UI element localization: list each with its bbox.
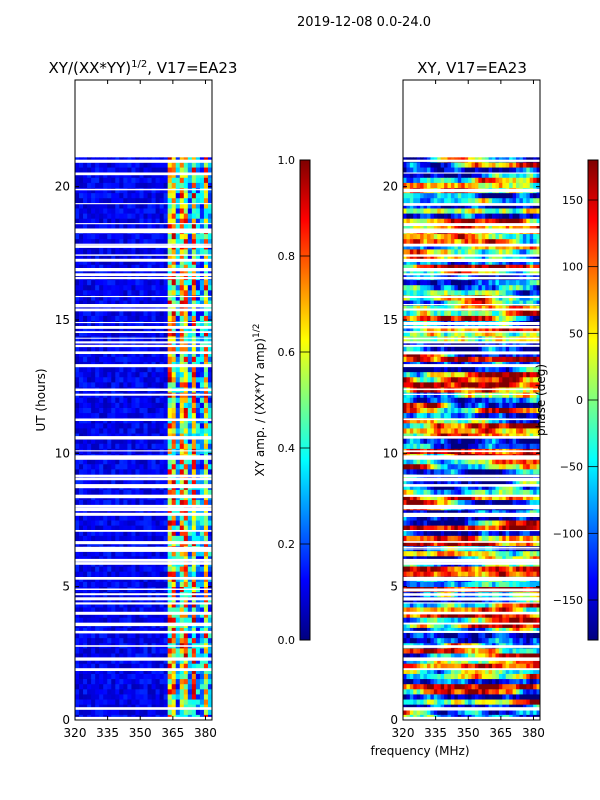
y-tick-label: 20	[383, 180, 398, 194]
phase-title: XY, V17=EA23	[417, 59, 527, 77]
amplitude-image	[75, 157, 213, 721]
y-tick-label: 15	[383, 313, 398, 327]
x-tick-label: 365	[489, 726, 512, 740]
amplitude-colorbar: 0.0 0.2 0.4 0.6 0.8 1.0 XY amp. / (XX*YY amp)…	[252, 154, 311, 647]
colorbar-tick-label: 50	[569, 327, 583, 340]
colorbar-tick-label: −150	[553, 594, 583, 607]
y-tick-label: 5	[390, 580, 398, 594]
x-tick-label: 320	[64, 726, 87, 740]
x-tick-label: 380	[194, 726, 217, 740]
colorbar-tick-label: −100	[553, 527, 583, 540]
x-tick-label: 365	[161, 726, 184, 740]
figure-title: 2019-12-08 0.0-24.0	[297, 15, 431, 30]
y-tick-label: 0	[62, 713, 70, 727]
colorbar-tick-label: 0.4	[278, 442, 296, 455]
amplitude-axes-frame	[74, 79, 213, 721]
y-tick-label: 0	[390, 713, 398, 727]
x-tick-label: 380	[522, 726, 545, 740]
amplitude-title: XY/(XX*YY)1/2, V17=EA23	[49, 59, 238, 77]
phase-axis-ticks: 320 335 350 365 380 0 5 10 15 20	[383, 80, 545, 740]
colorbar-tick-label: 1.0	[278, 154, 296, 167]
colorbar-tick-label: −50	[560, 461, 583, 474]
phase-colorbar: −150 −100 −50 0 50 100 150 phase (deg)	[534, 159, 599, 641]
x-tick-label: 335	[96, 726, 119, 740]
phase-image	[403, 157, 541, 721]
phase-colorbar-ticks: −150 −100 −50 0 50 100 150	[553, 194, 598, 607]
amplitude-colorbar-ticks: 0.0 0.2 0.4 0.6 0.8 1.0	[278, 154, 310, 647]
x-tick-label: 335	[424, 726, 447, 740]
phase-axes-frame	[402, 79, 541, 721]
y-tick-label: 10	[55, 446, 70, 460]
y-tick-label: 10	[383, 446, 398, 460]
amplitude-colorbar-gradient	[299, 159, 311, 641]
y-tick-label: 15	[55, 313, 70, 327]
colorbar-tick-label: 0.2	[278, 538, 296, 551]
colorbar-tick-label: 0.0	[278, 634, 296, 647]
phase-colorbar-label: phase (deg)	[534, 364, 548, 436]
y-tick-label: 5	[62, 580, 70, 594]
colorbar-tick-label: 150	[562, 194, 583, 207]
colorbar-tick-label: 0.6	[278, 346, 296, 359]
x-axis-label: frequency (MHz)	[370, 744, 469, 758]
amplitude-heatmap-panel: XY/(XX*YY)1/2, V17=EA23 320 335 350 365 380 0…	[34, 59, 237, 740]
colorbar-tick-label: 0	[576, 394, 583, 407]
colorbar-tick-label: 100	[562, 261, 583, 274]
y-tick-label: 20	[55, 180, 70, 194]
x-tick-label: 350	[129, 726, 152, 740]
amplitude-colorbar-label: XY amp. / (XX*YY amp)1/2	[252, 324, 267, 477]
y-axis-label: UT (hours)	[34, 368, 48, 431]
phase-heatmap-panel: XY, V17=EA23 320 335 350 365 380 0 5 10 15 20	[383, 59, 545, 740]
x-tick-label: 350	[457, 726, 480, 740]
amplitude-axis-ticks: 320 335 350 365 380 0 5 10 15 20	[55, 80, 217, 740]
colorbar-tick-label: 0.8	[278, 250, 296, 263]
x-tick-label: 320	[392, 726, 415, 740]
